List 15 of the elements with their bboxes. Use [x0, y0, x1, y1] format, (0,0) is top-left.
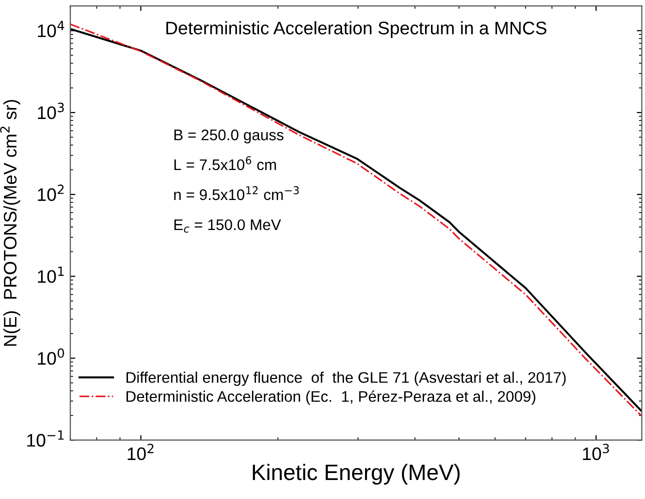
- annotation: n = 9.5x10$^{12}$ cm$^{−3}$: [174, 186, 299, 200]
- x-axis-title: Kinetic Energy (MeV): [252, 464, 460, 485]
- y-axis-title: N(E) PROTONS/(MeV cm$^{2}$ sr): [0, 100, 20, 346]
- legend-label: Differential energy fluence of the GLE 71 (Asvestari et al., 2017): [126, 372, 566, 386]
- y-tick-label: 10$^{−1}$: [27, 430, 64, 447]
- annotation: L = 7.5x10$^{6}$ cm: [174, 156, 276, 170]
- y-tick-label: 10$^{3}$: [38, 102, 64, 120]
- annotation: E$_{c}$ = 150.0 MeV: [174, 219, 282, 233]
- y-tick-label: 10$^{1}$: [38, 266, 64, 283]
- y-tick-label: 10$^{2}$: [38, 184, 64, 202]
- y-tick-label: 10$^{4}$: [38, 20, 64, 38]
- text: Deterministic Acceleration Spectrum in a MNCS: [166, 21, 546, 38]
- y-tick-label: 10$^{0}$: [38, 348, 64, 365]
- legend-label: Deterministic Acceleration (Ec. 1, Pérez-Peraza et al., 2009): [126, 390, 536, 405]
- annotation: B = 250.0 gauss: [174, 130, 284, 144]
